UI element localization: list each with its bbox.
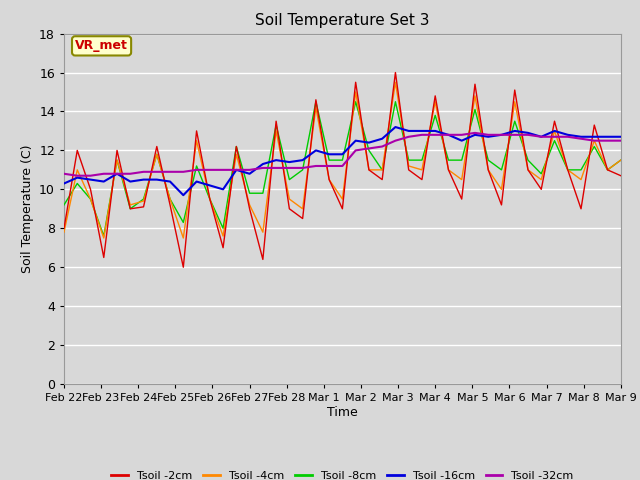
Legend: Tsoil -2cm, Tsoil -4cm, Tsoil -8cm, Tsoil -16cm, Tsoil -32cm: Tsoil -2cm, Tsoil -4cm, Tsoil -8cm, Tsoi… <box>107 467 578 480</box>
X-axis label: Time: Time <box>327 406 358 419</box>
Text: VR_met: VR_met <box>75 39 128 52</box>
Y-axis label: Soil Temperature (C): Soil Temperature (C) <box>20 144 33 273</box>
Title: Soil Temperature Set 3: Soil Temperature Set 3 <box>255 13 429 28</box>
